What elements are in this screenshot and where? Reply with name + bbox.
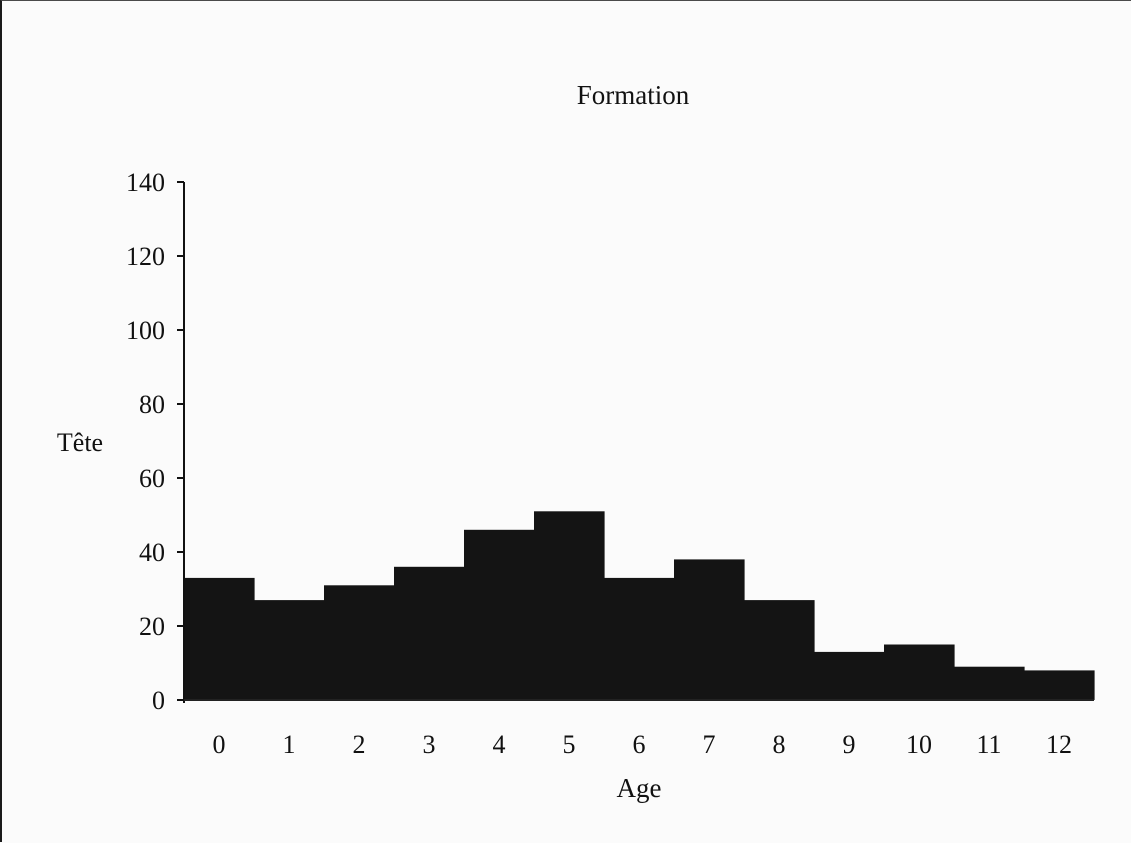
x-axis-label: Age [617, 773, 662, 803]
x-tick-label: 8 [773, 730, 786, 759]
bar-age-1 [254, 600, 325, 700]
x-tick-label: 0 [213, 730, 226, 759]
x-axis-tick-labels: 0 1 2 3 4 5 6 7 8 9 10 11 12 [213, 730, 1073, 759]
bar-age-4 [464, 529, 535, 700]
y-tick-label: 0 [152, 686, 165, 715]
x-tick-label: 12 [1046, 730, 1072, 759]
y-tick-label: 100 [126, 316, 165, 345]
bar-age-7 [674, 559, 745, 700]
chart-title: Formation [577, 80, 690, 110]
bar-age-9 [814, 651, 885, 700]
bar-age-3 [394, 566, 465, 700]
y-tick-label: 120 [126, 242, 165, 271]
x-tick-label: 5 [563, 730, 576, 759]
y-tick-label: 20 [139, 612, 165, 641]
bar-age-8 [744, 600, 815, 700]
bar-age-11 [954, 666, 1025, 700]
y-tick-label: 140 [126, 168, 165, 197]
bar-age-0 [184, 577, 255, 700]
x-tick-label: 4 [493, 730, 506, 759]
bars [184, 511, 1095, 700]
x-tick-label: 9 [843, 730, 856, 759]
y-tick-label: 40 [139, 538, 165, 567]
bar-age-10 [884, 644, 955, 700]
x-tick-label: 1 [283, 730, 296, 759]
bar-age-5 [534, 511, 605, 700]
x-tick-label: 6 [633, 730, 646, 759]
y-tick-label: 80 [139, 390, 165, 419]
x-tick-label: 3 [423, 730, 436, 759]
bar-age-6 [604, 577, 675, 700]
y-axis-ticks: 0 20 40 60 80 100 120 140 [126, 168, 184, 715]
y-axis-label: Tête [57, 428, 103, 457]
bar-age-12 [1024, 670, 1095, 700]
x-tick-label: 2 [353, 730, 366, 759]
x-tick-label: 10 [906, 730, 932, 759]
y-tick-label: 60 [139, 464, 165, 493]
x-tick-label: 7 [703, 730, 716, 759]
bar-age-2 [324, 585, 395, 700]
x-tick-label: 11 [976, 730, 1001, 759]
